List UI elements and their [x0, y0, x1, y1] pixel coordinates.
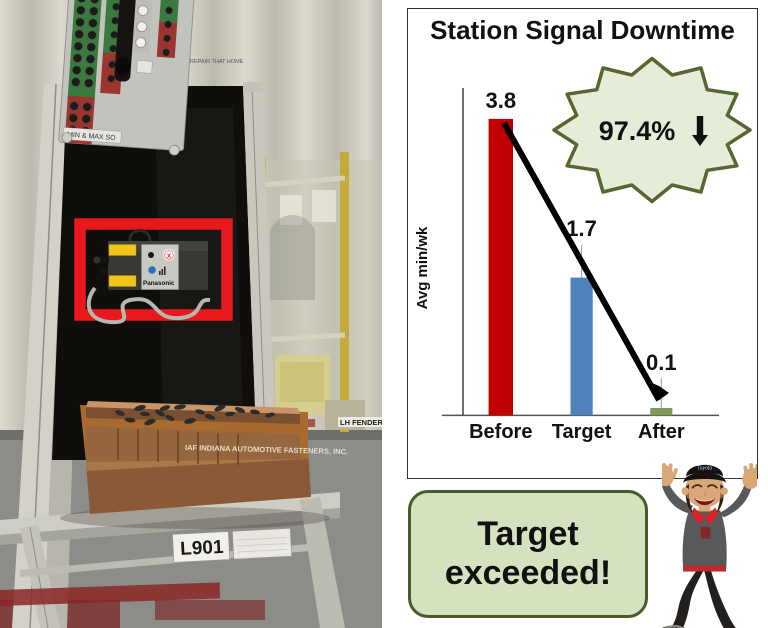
svg-text:Target: Target: [552, 421, 612, 443]
svg-text:X: X: [167, 253, 172, 260]
svg-text:Toyota: Toyota: [697, 466, 712, 472]
svg-text:After: After: [638, 421, 685, 443]
svg-text:3.8: 3.8: [486, 88, 517, 113]
svg-text:LH FENDER: LH FENDER: [340, 418, 382, 427]
svg-text:REPAIR THAT HOME: REPAIR THAT HOME: [190, 59, 244, 65]
svg-text:L901: L901: [180, 537, 225, 560]
svg-text:97.4%: 97.4%: [599, 116, 676, 146]
svg-text:Before: Before: [469, 421, 532, 443]
svg-text:0.1: 0.1: [646, 350, 677, 375]
svg-text:Avg min/wk: Avg min/wk: [414, 226, 431, 309]
svg-text:Panasonic: Panasonic: [143, 280, 175, 287]
